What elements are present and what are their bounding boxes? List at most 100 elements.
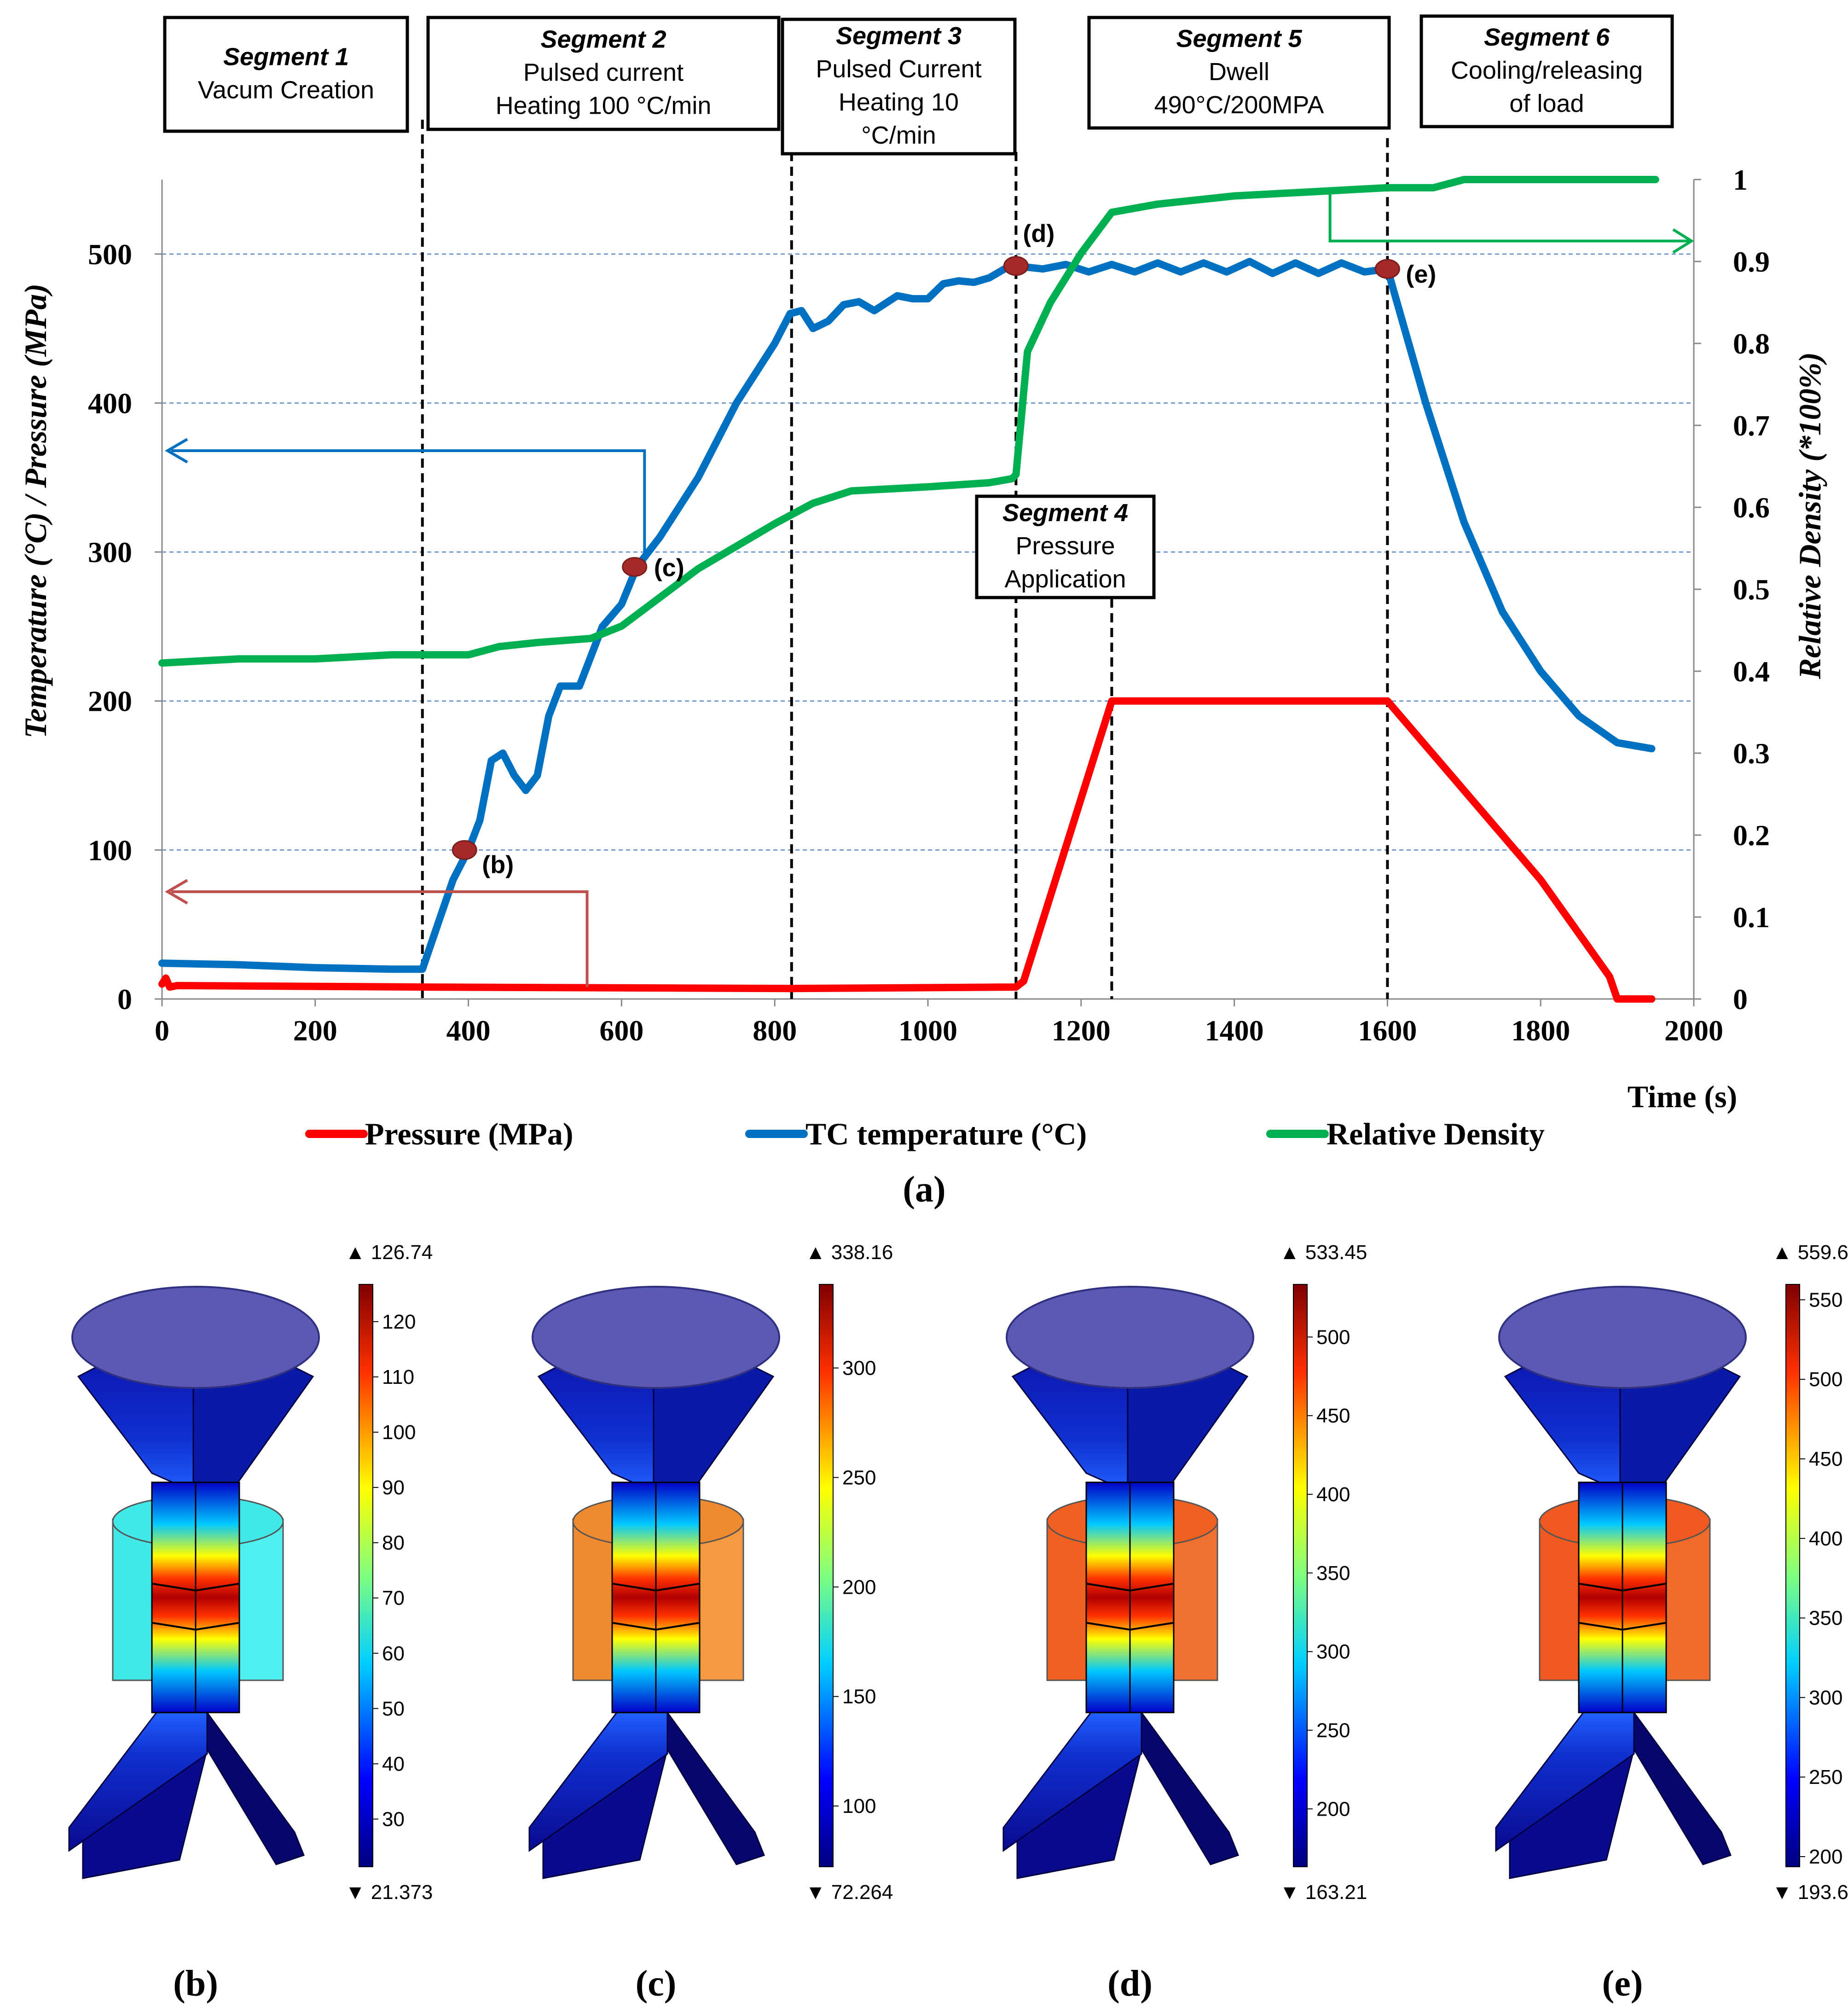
x-axis-label: Time (s) bbox=[1628, 1079, 1738, 1114]
colorbar-tick-label: 300 bbox=[842, 1357, 876, 1380]
segment-text: Application bbox=[1004, 565, 1126, 593]
segment-box bbox=[1419, 14, 1674, 128]
legend-label-pressure: Pressure (MPa) bbox=[365, 1116, 574, 1151]
density-axis-arrowhead bbox=[1672, 228, 1694, 254]
y2-tick-label: 0 bbox=[1733, 983, 1748, 1016]
colorbar-tick-label: 500 bbox=[1809, 1368, 1842, 1391]
marker-label: (e) bbox=[1406, 261, 1436, 288]
colorbar: 100 150 200 250 300 ▲ 338.16 ▼ 72.264 bbox=[805, 1241, 893, 1904]
colorbar-max-label: ▲ 559.67 bbox=[1772, 1241, 1848, 1264]
colorbar-tick-label: 300 bbox=[1809, 1686, 1842, 1709]
y-tick-label: 200 bbox=[88, 685, 132, 718]
colorbar-tick-label: 350 bbox=[1316, 1562, 1350, 1585]
marker-point bbox=[452, 840, 477, 860]
bottom-cone-right-face bbox=[1633, 1710, 1732, 1865]
y2-tick-label: 0.7 bbox=[1733, 409, 1770, 442]
y-tick-label: 400 bbox=[88, 387, 132, 419]
temperature-axis-arrowhead bbox=[165, 438, 188, 464]
colorbar-tick-label: 350 bbox=[1809, 1607, 1842, 1630]
colorbar-tick-label: 100 bbox=[382, 1421, 416, 1444]
y2-tick-label: 0.8 bbox=[1733, 327, 1770, 360]
segment-text: Dwell bbox=[1209, 58, 1269, 86]
colorbar-min-label: ▼ 72.264 bbox=[805, 1881, 893, 1904]
colorbar-max-label: ▲ 126.74 bbox=[345, 1241, 433, 1264]
die-ring-right bbox=[1166, 1518, 1218, 1681]
colorbar-tick-label: 250 bbox=[842, 1466, 876, 1489]
colorbar-tick-label: 400 bbox=[1316, 1483, 1350, 1506]
colorbar-tick-label: 80 bbox=[382, 1532, 405, 1554]
colorbar-tick-label: 450 bbox=[1809, 1448, 1842, 1470]
y2-tick-label: 0.6 bbox=[1733, 491, 1770, 524]
y2-tick-label: 0.5 bbox=[1733, 573, 1770, 606]
x-tick-label: 1600 bbox=[1358, 1014, 1417, 1047]
model-3d bbox=[528, 1286, 780, 1879]
segment-text: Cooling/releasing bbox=[1451, 57, 1643, 84]
colorbar-tick-label: 200 bbox=[1809, 1846, 1842, 1868]
panel-d-thermal-model: 200 250 300 350 400 450 500 ▲ 533.45 ▼ 163.21 (d) bbox=[1002, 1241, 1367, 2004]
panel-label: (e) bbox=[1602, 1963, 1643, 2004]
colorbar-gradient bbox=[359, 1284, 373, 1867]
segment-title: Segment 2 bbox=[540, 26, 666, 53]
segment-text: Heating 100 °C/min bbox=[496, 92, 712, 120]
die-ring-right bbox=[232, 1518, 284, 1681]
y2-tick-label: 1 bbox=[1733, 163, 1748, 196]
colorbar-max-label: ▲ 533.45 bbox=[1280, 1241, 1367, 1264]
segment-title: Segment 3 bbox=[836, 22, 962, 50]
segment-text: Pulsed Current bbox=[816, 55, 981, 83]
colorbar-tick-label: 250 bbox=[1316, 1719, 1350, 1742]
colorbar-tick-label: 300 bbox=[1316, 1641, 1350, 1663]
panel-b-thermal-model: 30 40 50 60 70 80 90 100 110 120 ▲ 126.74 ▼ 21.373 (… bbox=[68, 1241, 433, 2004]
series-line bbox=[158, 176, 1659, 667]
colorbar-tick-label: 30 bbox=[382, 1808, 405, 1830]
x-tick-label: 2000 bbox=[1664, 1014, 1723, 1047]
bottom-cone-right-face bbox=[206, 1710, 305, 1865]
colorbar-max-label: ▲ 338.16 bbox=[805, 1241, 893, 1264]
panel-label: (c) bbox=[636, 1963, 677, 2004]
colorbar-tick-label: 70 bbox=[382, 1587, 405, 1609]
colorbar-min-label: ▼ 163.21 bbox=[1280, 1881, 1367, 1904]
top-disc bbox=[1498, 1286, 1747, 1389]
panel-label-a: (a) bbox=[903, 1169, 945, 1210]
x-tick-label: 1400 bbox=[1205, 1014, 1264, 1047]
segment-box bbox=[1087, 16, 1391, 130]
segment-title: Segment 1 bbox=[223, 43, 349, 71]
segment-text: Vacum Creation bbox=[198, 76, 374, 104]
y2-tick-label: 0.4 bbox=[1733, 655, 1770, 688]
colorbar-gradient bbox=[1785, 1284, 1800, 1867]
segment-title: Segment 4 bbox=[1002, 499, 1128, 527]
marker-point bbox=[1374, 259, 1400, 279]
segment-box bbox=[781, 17, 1017, 156]
density-axis-arrow bbox=[1328, 187, 1689, 243]
colorbar-tick-label: 60 bbox=[382, 1642, 405, 1665]
colorbar: 30 40 50 60 70 80 90 100 110 120 ▲ 126.74 ▼ 21.373 bbox=[345, 1241, 433, 1904]
colorbar-min-label: ▼ 21.373 bbox=[345, 1881, 433, 1904]
specimen-outline bbox=[151, 1583, 240, 1631]
segment-box bbox=[163, 16, 409, 133]
segment-text: Heating 10 bbox=[839, 88, 959, 116]
y-tick-label: 100 bbox=[88, 834, 132, 866]
x-tick-label: 800 bbox=[753, 1014, 797, 1047]
y-tick-label: 500 bbox=[88, 238, 132, 271]
panel-c-thermal-model: 100 150 200 250 300 ▲ 338.16 ▼ 72.264 (c) bbox=[528, 1241, 893, 2004]
specimen-outline bbox=[612, 1583, 700, 1631]
segment-box bbox=[975, 494, 1156, 599]
colorbar-min-label: ▼ 193.63 bbox=[1772, 1881, 1848, 1904]
model-3d bbox=[1002, 1286, 1254, 1879]
colorbar-tick-label: 100 bbox=[842, 1795, 876, 1817]
pressure-axis-arrow bbox=[171, 890, 589, 987]
colorbar-gradient bbox=[1293, 1284, 1308, 1867]
x-tick-label: 1000 bbox=[898, 1014, 957, 1047]
segment-text: Pulsed current bbox=[523, 59, 684, 87]
colorbar-tick-label: 200 bbox=[842, 1576, 876, 1598]
colorbar-tick-label: 250 bbox=[1809, 1766, 1842, 1788]
legend-label-temperature: TC temperature (°C) bbox=[805, 1116, 1087, 1151]
segment-text: Pressure bbox=[1015, 532, 1115, 560]
x-tick-label: 0 bbox=[155, 1014, 169, 1047]
x-tick-label: 600 bbox=[599, 1014, 643, 1047]
panel-label: (b) bbox=[173, 1963, 218, 2004]
colorbar-tick-label: 500 bbox=[1316, 1326, 1350, 1348]
y2-tick-label: 0.3 bbox=[1733, 737, 1770, 770]
x-tick-label: 1800 bbox=[1511, 1014, 1570, 1047]
